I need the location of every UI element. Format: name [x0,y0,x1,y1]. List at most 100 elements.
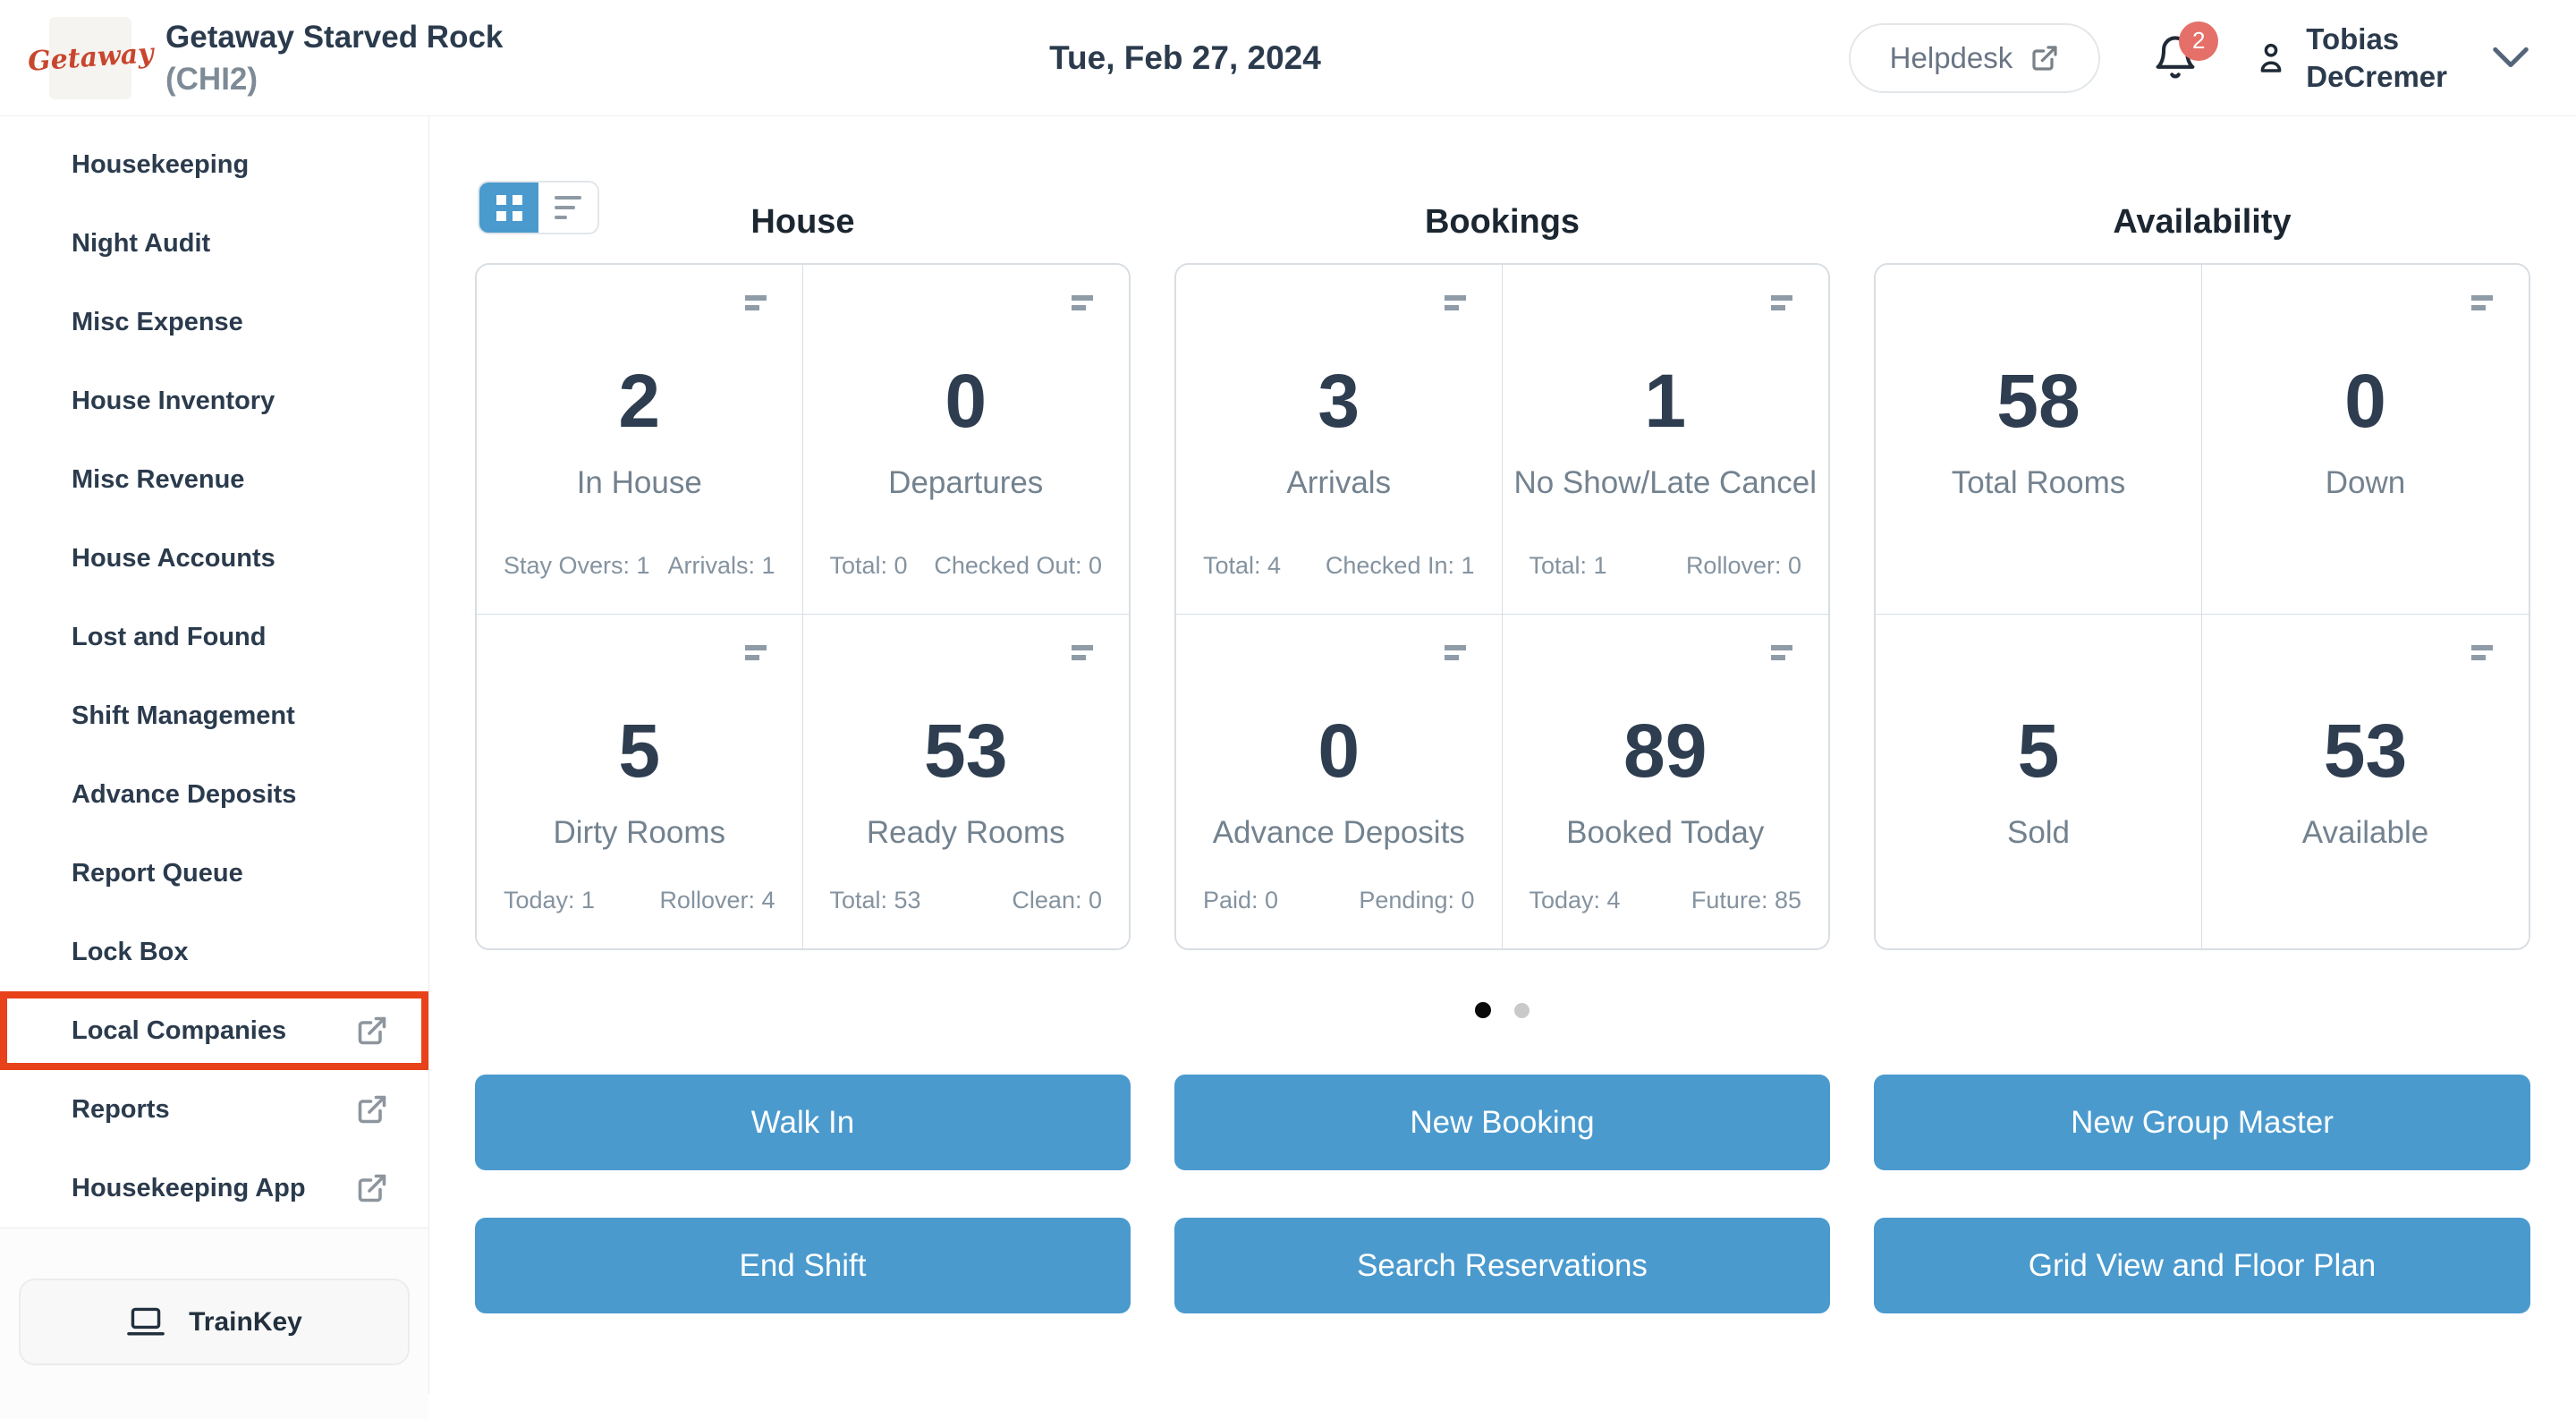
stat-label: No Show/Late Cancel [1503,465,1829,501]
sidebar-item-label: Lost and Found [72,623,266,652]
sidebar-item-housekeeping[interactable]: Housekeeping [0,125,428,204]
end-shift-button[interactable]: End Shift [475,1218,1131,1313]
list-view-button[interactable] [538,183,597,233]
user-name: Tobias DeCremer [2306,21,2447,96]
section-title-availability: Availability [1874,203,2530,242]
sidebar-footer: TrainKey [0,1228,428,1419]
stat-card-in-house[interactable]: 2 In House Stay Overs: 1 Arrivals: 1 [477,265,803,615]
sidebar-item-label: Misc Expense [72,308,243,337]
sidebar-item-advance-deposits[interactable]: Advance Deposits [0,755,428,834]
section-title-bookings: Bookings [1174,203,1830,242]
stat-card-departures[interactable]: 0 Departures Total: 0 Checked Out: 0 [803,265,1130,615]
sidebar-item-label: Misc Revenue [72,465,244,495]
stat-label: Booked Today [1503,815,1829,851]
card-menu-icon[interactable] [745,645,767,660]
stat-label: Advance Deposits [1176,815,1502,851]
property-title: Getaway Starved Rock (CHI2) [165,16,503,100]
card-menu-icon[interactable] [1771,645,1792,660]
sidebar-item-label: Report Queue [72,859,243,888]
sidebar-item-house-accounts[interactable]: House Accounts [0,519,428,598]
sidebar-item-lost-and-found[interactable]: Lost and Found [0,598,428,676]
sidebar-item-label: House Inventory [72,387,275,416]
stat-value: 5 [1876,713,2201,788]
grid-view-button[interactable] [479,183,538,233]
stat-label: Down [2202,465,2529,501]
pagination-row [475,1002,2576,1018]
stat-card-dirty-rooms[interactable]: 5 Dirty Rooms Today: 1 Rollover: 4 [477,615,803,948]
card-menu-icon[interactable] [1445,295,1466,310]
sidebar-item-shift-management[interactable]: Shift Management [0,676,428,755]
stat-label: Total Rooms [1876,465,2201,501]
stat-card-no-show-late-cancel[interactable]: 1 No Show/Late Cancel Total: 1 Rollover:… [1503,265,1829,615]
stat-label: Arrivals [1176,465,1502,501]
stat-value: 0 [803,363,1130,438]
user-menu[interactable]: Tobias DeCremer [2252,21,2531,96]
card-menu-icon[interactable] [1771,295,1792,310]
brand-logo-text: Getaway [27,38,155,78]
card-menu-icon[interactable] [1072,295,1093,310]
walk-in-button[interactable]: Walk In [475,1075,1131,1170]
dashboard-main: House Bookings Availability 2 In House S… [429,116,2576,1394]
stat-card-arrivals[interactable]: 3 Arrivals Total: 4 Checked In: 1 [1176,265,1503,615]
sidebar-item-report-queue[interactable]: Report Queue [0,834,428,913]
sidebar-item-local-companies[interactable]: Local Companies [0,991,428,1070]
substat-right: Pending: 0 [1359,887,1474,914]
sidebar-item-lock-box[interactable]: Lock Box [0,913,428,991]
substat-right: Rollover: 0 [1686,552,1801,580]
stat-label: Departures [803,465,1130,501]
card-menu-icon[interactable] [2471,645,2493,660]
stat-card-total-rooms[interactable]: 58 Total Rooms [1876,265,2202,615]
stat-card-advance-deposits[interactable]: 0 Advance Deposits Paid: 0 Pending: 0 [1176,615,1503,948]
sidebar-item-misc-revenue[interactable]: Misc Revenue [0,440,428,519]
trainkey-button[interactable]: TrainKey [19,1279,410,1365]
sidebar-item-label: Lock Box [72,938,189,967]
trainkey-label: TrainKey [189,1307,302,1338]
new-group-master-button[interactable]: New Group Master [1874,1075,2530,1170]
card-menu-icon[interactable] [2471,295,2493,310]
card-menu-icon[interactable] [745,295,767,310]
header-right-cluster: Helpdesk 2 [1849,21,2531,96]
laptop-icon [126,1304,165,1340]
stat-card-down[interactable]: 0 Down [2202,265,2529,615]
sidebar-item-label: House Accounts [72,544,275,574]
card-menu-icon[interactable] [1072,645,1093,660]
stat-value: 58 [1876,363,2201,438]
search-reservations-button[interactable]: Search Reservations [1174,1218,1830,1313]
top-header: Getaway Getaway Starved Rock (CHI2) Tue,… [0,0,2576,116]
card-groups: 2 In House Stay Overs: 1 Arrivals: 1 0 D… [475,263,2576,950]
stat-substats: Paid: 0 Pending: 0 [1203,887,1475,914]
card-menu-icon[interactable] [1445,645,1466,660]
substat-left: Total: 1 [1530,552,1607,580]
sidebar-item-housekeeping-app[interactable]: Housekeeping App [0,1149,428,1228]
stat-substats: Today: 4 Future: 85 [1530,887,1802,914]
external-link-icon [2030,44,2059,72]
stat-card-ready-rooms[interactable]: 53 Ready Rooms Total: 53 Clean: 0 [803,615,1130,948]
notifications-button[interactable]: 2 [2152,32,2200,84]
sidebar-item-night-audit[interactable]: Night Audit [0,204,428,283]
substat-left: Total: 53 [830,887,921,914]
stat-label: Available [2202,815,2529,851]
stat-label: Dirty Rooms [477,815,802,851]
helpdesk-label: Helpdesk [1890,41,2013,75]
carousel-dot-active[interactable] [1475,1002,1491,1018]
stat-label: Sold [1876,815,2201,851]
chevron-down-icon[interactable] [2490,45,2531,72]
sidebar-item-label: Reports [72,1095,170,1125]
grid-view-floor-plan-button[interactable]: Grid View and Floor Plan [1874,1218,2530,1313]
helpdesk-button[interactable]: Helpdesk [1849,23,2101,93]
stat-value: 2 [477,363,802,438]
stat-card-available[interactable]: 53 Available [2202,615,2529,948]
carousel-dot[interactable] [1514,1003,1530,1018]
sidebar-item-label: Advance Deposits [72,780,296,810]
carousel-dots [1174,1002,1830,1018]
stat-value: 89 [1503,713,1829,788]
sidebar-item-reports[interactable]: Reports [0,1070,428,1149]
sidebar-item-house-inventory[interactable]: House Inventory [0,361,428,440]
bookings-card-group: 3 Arrivals Total: 4 Checked In: 1 1 No S… [1174,263,1830,950]
stat-card-booked-today[interactable]: 89 Booked Today Today: 4 Future: 85 [1503,615,1829,948]
new-booking-button[interactable]: New Booking [1174,1075,1830,1170]
stat-card-sold[interactable]: 5 Sold [1876,615,2202,948]
sidebar-item-misc-expense[interactable]: Misc Expense [0,283,428,361]
stat-label: Ready Rooms [803,815,1130,851]
property-code: (CHI2) [165,58,503,100]
